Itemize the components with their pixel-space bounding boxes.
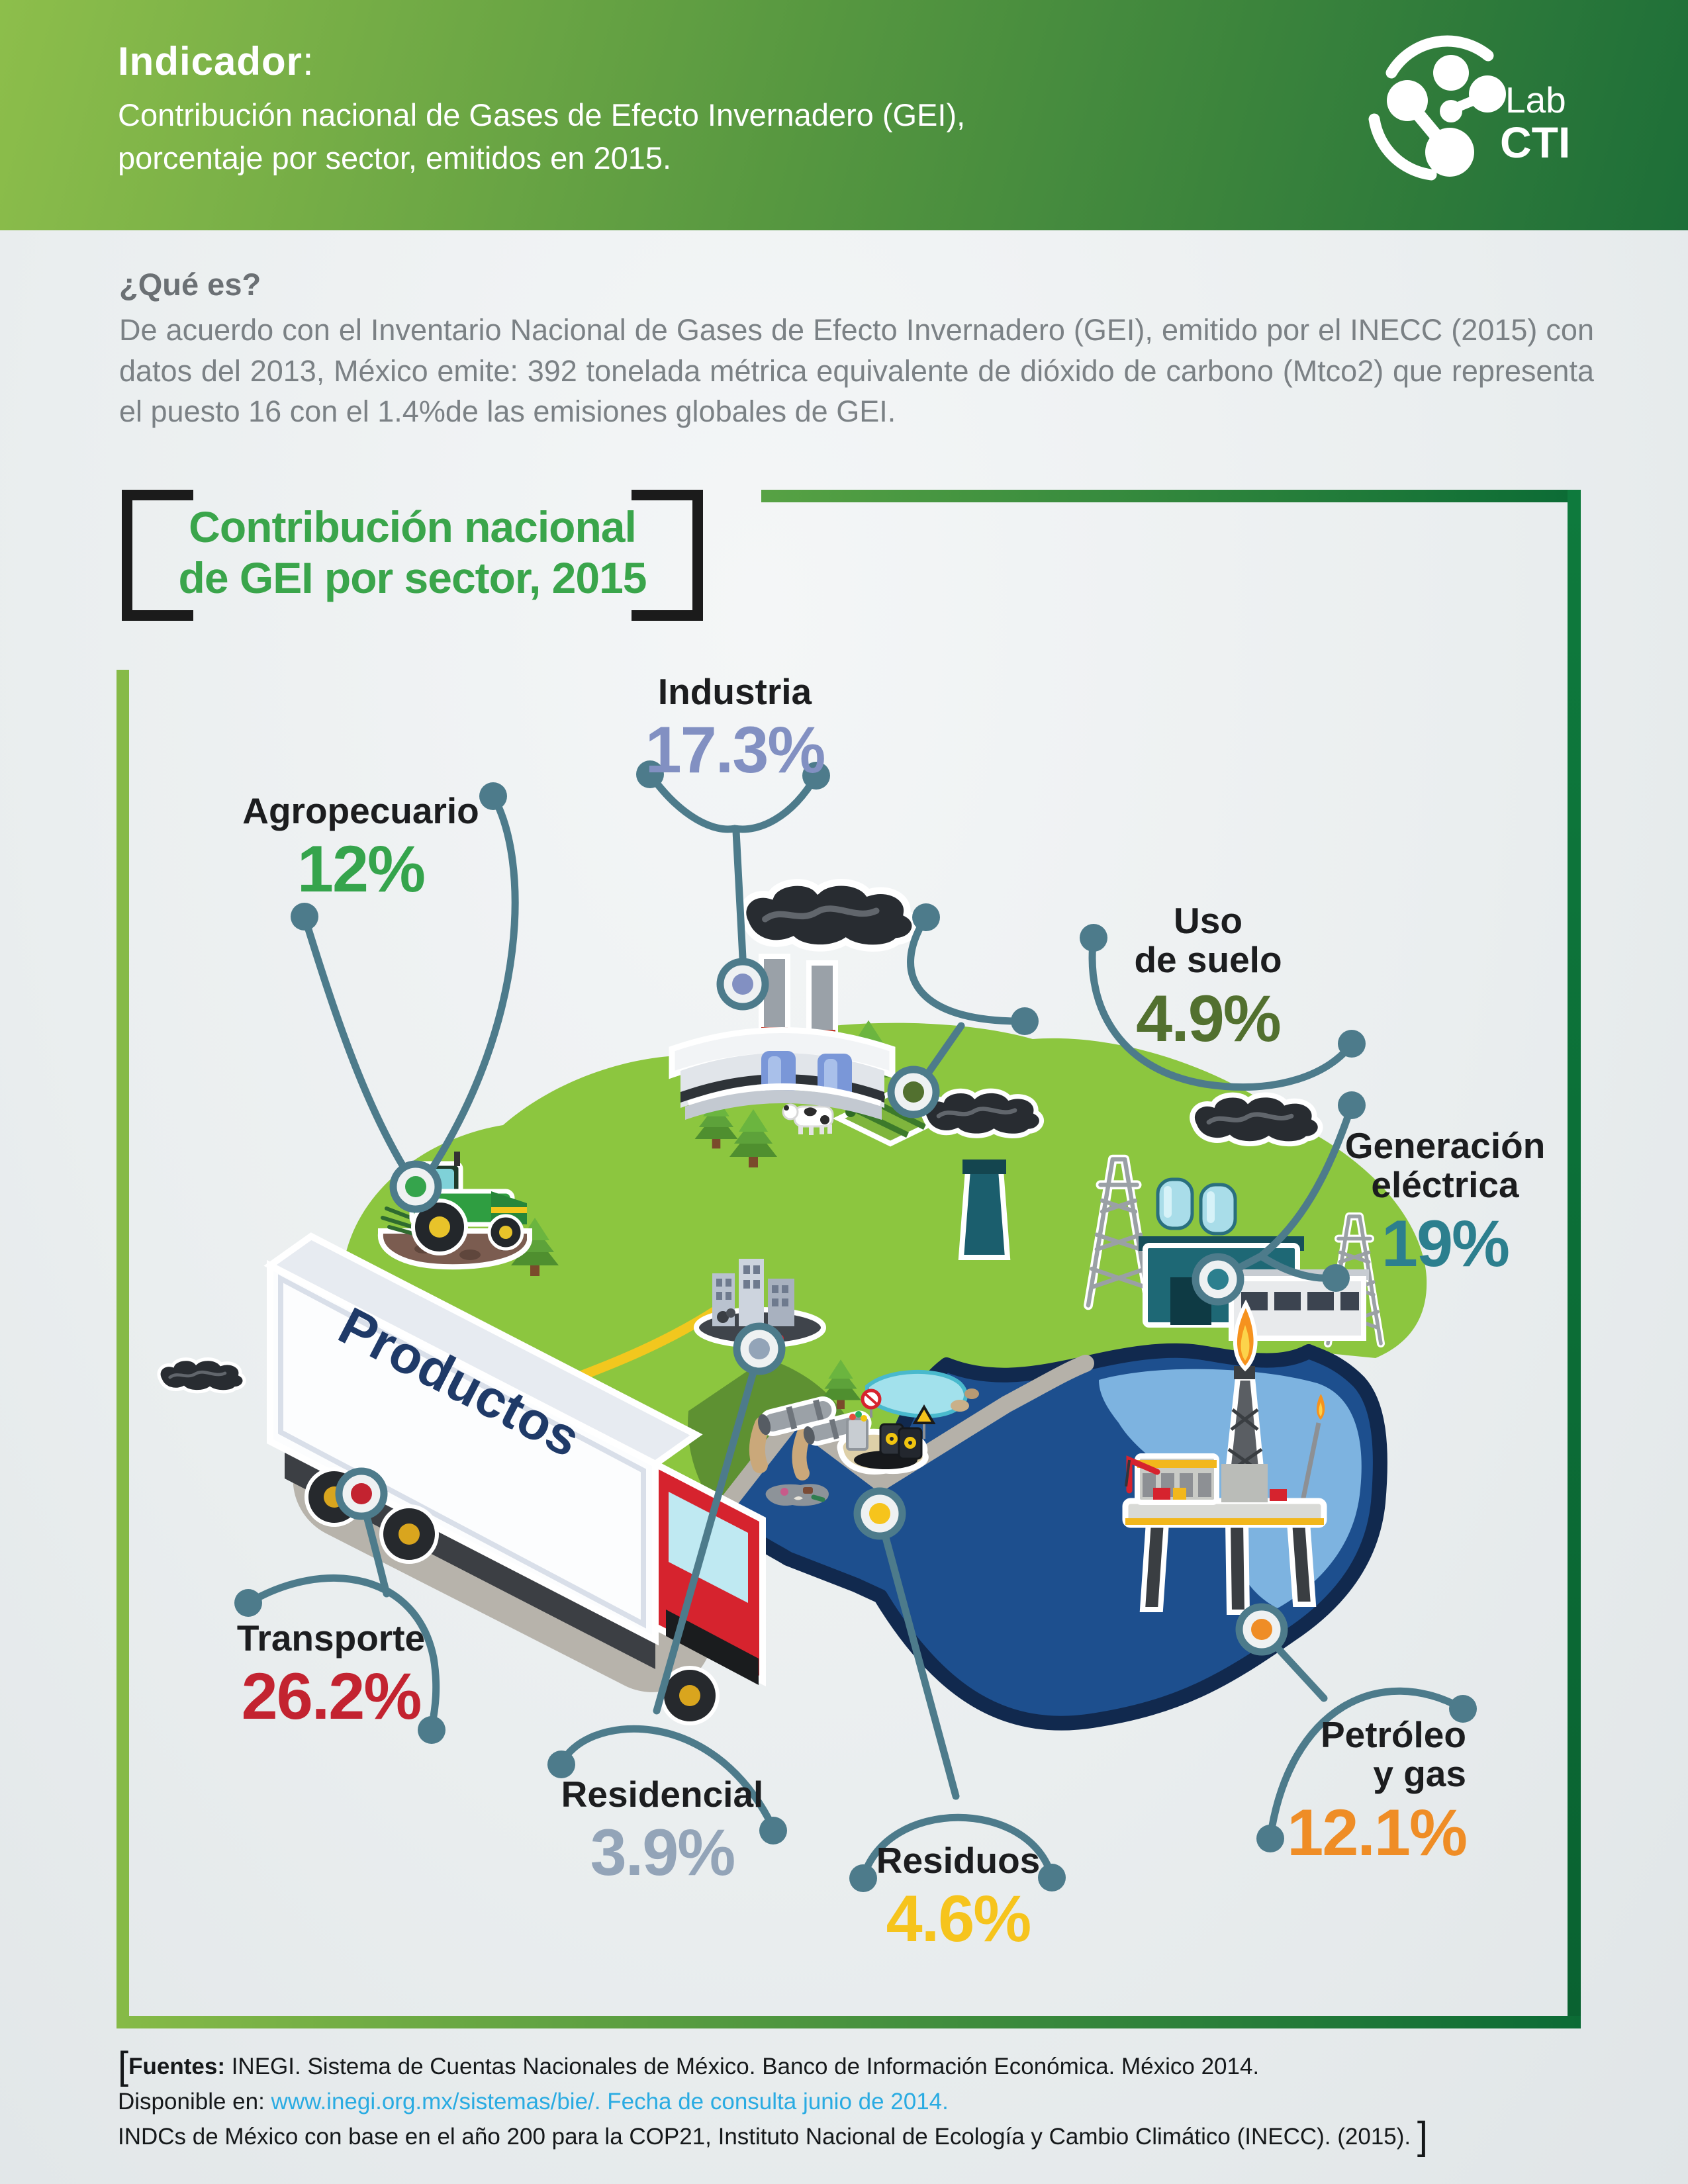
sector-markers bbox=[335, 958, 1288, 1656]
sector-label-petroleo: Petróleo y gas 12.1% bbox=[1261, 1715, 1468, 1869]
city-buildings bbox=[694, 1259, 826, 1348]
title-brackets bbox=[122, 490, 703, 621]
smoke-cloud-icon bbox=[923, 1091, 1042, 1136]
molecule-icon bbox=[1387, 55, 1506, 177]
exhaust-smoke-icon bbox=[159, 1359, 244, 1392]
truck: Productos bbox=[159, 1232, 766, 1725]
page-subtitle: Contribución nacional de Gases de Efecto… bbox=[118, 97, 966, 175]
trailer-side bbox=[267, 1259, 659, 1646]
cow bbox=[782, 1103, 834, 1135]
connector-generacion bbox=[1257, 1101, 1356, 1260]
gas-flare-icon bbox=[1233, 1299, 1258, 1372]
value-agropecuario: 12% bbox=[297, 832, 426, 906]
value-uso-de-suelo: 4.9% bbox=[1136, 981, 1282, 1055]
sector-label-generacion: Generación eléctrica 19% bbox=[1303, 1126, 1587, 1276]
pond-rocks bbox=[951, 1400, 969, 1412]
sector-label-industria: Industria 17.3% bbox=[583, 672, 887, 782]
value-industria: 17.3% bbox=[645, 713, 826, 787]
smoke-cloud-icon bbox=[1192, 1095, 1321, 1144]
value-residencial: 3.9% bbox=[590, 1815, 736, 1889]
marker-dot-petroleo bbox=[1251, 1619, 1272, 1640]
sources-footer: [Fuentes: INEGI. Sistema de Cuentas Naci… bbox=[118, 2044, 1541, 2158]
value-residuos: 4.6% bbox=[886, 1882, 1032, 1956]
connector-end-dots bbox=[234, 760, 1477, 1892]
source-line-2: Disponible en: www.inegi.org.mx/sistemas… bbox=[118, 2089, 949, 2115]
trash-can-icon bbox=[846, 1418, 868, 1451]
marker-dot-industria bbox=[732, 974, 753, 995]
chart-frame-left bbox=[117, 670, 129, 2016]
sector-label-agropecuario: Agropecuario 12% bbox=[212, 791, 510, 906]
logo-lab-text: Lab bbox=[1505, 79, 1566, 120]
factory bbox=[669, 882, 915, 1120]
marker-residencial bbox=[733, 1322, 786, 1375]
chart-frame-right bbox=[1568, 490, 1581, 2028]
chart-title-box: Contribución nacional de GEI por sector,… bbox=[120, 488, 704, 622]
source-line-1: [Fuentes: INEGI. Sistema de Cuentas Naci… bbox=[118, 2044, 1260, 2087]
source-link[interactable]: www.inegi.org.mx/sistemas/bie/. Fecha de… bbox=[271, 2089, 949, 2115]
value-transporte: 26.2% bbox=[241, 1659, 422, 1733]
value-petroleo: 12.1% bbox=[1287, 1795, 1468, 1869]
marker-industria bbox=[716, 958, 769, 1011]
intro-paragraph: De acuerdo con el Inventario Nacional de… bbox=[119, 313, 1594, 429]
toxic-waste bbox=[837, 1388, 936, 1475]
pond-rock-2 bbox=[964, 1388, 979, 1399]
small-flare-icon bbox=[1316, 1394, 1325, 1420]
marker-dot-residuos bbox=[869, 1503, 890, 1524]
marker-dot-uso bbox=[903, 1081, 924, 1103]
smoke-cloud-icon bbox=[743, 882, 915, 948]
chart-frame-bottom bbox=[117, 2016, 1581, 2028]
floating-trash bbox=[765, 1484, 829, 1506]
marker-dot-generacion bbox=[1207, 1269, 1229, 1290]
logo-arc-bottom bbox=[1368, 113, 1437, 181]
connector-residuos bbox=[876, 1512, 960, 1800]
labcti-logo: Lab CTI bbox=[1368, 35, 1570, 181]
marker-petroleo bbox=[1235, 1603, 1288, 1656]
marker-transporte bbox=[335, 1467, 388, 1520]
plant-chimney bbox=[958, 1167, 1011, 1260]
shore-band bbox=[711, 1355, 1094, 1522]
page-title: Indicador: bbox=[118, 39, 314, 83]
intro-heading: ¿Qué es? bbox=[119, 267, 261, 302]
sector-label-transporte: Transporte 26.2% bbox=[195, 1618, 467, 1733]
marker-dot-agropecuario bbox=[405, 1176, 426, 1197]
connector-uso-de-suelo bbox=[907, 913, 1029, 1025]
marker-dot-residencial bbox=[749, 1338, 770, 1359]
source-line-3: INDCs de México con base en el año 200 p… bbox=[118, 2115, 1428, 2158]
connector-residencial bbox=[653, 1347, 763, 1715]
header-band: Indicador: Contribución nacional de Gase… bbox=[0, 0, 1688, 230]
marker-dot-transporte bbox=[351, 1483, 372, 1504]
connector-agropecuario bbox=[426, 792, 519, 1175]
marker-residuos bbox=[853, 1487, 906, 1540]
dark-hill bbox=[688, 1358, 880, 1514]
chart-title: Contribución nacional de GEI por sector,… bbox=[178, 502, 647, 602]
sector-label-uso-de-suelo: Uso de suelo 4.9% bbox=[1096, 901, 1321, 1051]
oil-rig bbox=[1122, 1299, 1327, 1615]
power-plant bbox=[923, 1091, 1381, 1343]
chart-frame-top bbox=[761, 490, 1581, 502]
value-generacion: 19% bbox=[1381, 1206, 1510, 1280]
windshield bbox=[669, 1492, 748, 1603]
callout-connectors bbox=[244, 770, 1467, 1882]
sector-label-residuos: Residuos 4.6% bbox=[831, 1841, 1086, 1951]
marker-uso-de-suelo bbox=[887, 1066, 940, 1118]
marker-agropecuario bbox=[389, 1160, 442, 1213]
pond bbox=[865, 1369, 968, 1418]
gas-tanks bbox=[1156, 1177, 1237, 1236]
logo-cti-text: CTI bbox=[1500, 118, 1570, 167]
sewage-pipes bbox=[749, 1396, 872, 1480]
marker-generacion bbox=[1192, 1253, 1244, 1306]
sector-label-residencial: Residencial 3.9% bbox=[522, 1774, 803, 1889]
warning-sign-icon bbox=[912, 1404, 936, 1424]
logo-arc-top bbox=[1385, 35, 1494, 79]
